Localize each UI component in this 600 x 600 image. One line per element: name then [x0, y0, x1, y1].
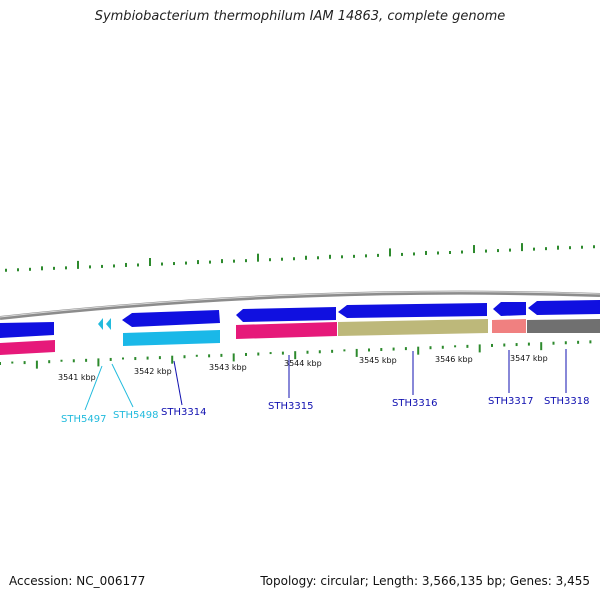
gene-sth3316-cds[interactable] — [338, 319, 488, 336]
gene-labels: STH5497 STH5498 STH3314 STH3315 STH3316 … — [61, 396, 589, 425]
leader-sth3314 — [173, 360, 183, 406]
gene-label-sth5498[interactable]: STH5498 — [113, 410, 158, 421]
gene-sth3316-forward[interactable] — [338, 303, 487, 318]
gc-content-track — [5, 243, 595, 272]
gene-sth3314-forward[interactable] — [122, 310, 220, 327]
gene-label-sth3318[interactable]: STH3318 — [544, 396, 589, 407]
scale-label: 3544 kbp — [284, 359, 322, 368]
scale-label: 3546 kbp — [435, 355, 473, 364]
gene-sth3315-cds[interactable] — [236, 322, 337, 339]
scale-label: 3541 kbp — [58, 373, 96, 382]
leader-sth5497 — [84, 365, 103, 411]
gene-sth3314-cds[interactable] — [123, 330, 220, 346]
gene-sth3315-forward[interactable] — [236, 307, 336, 322]
accession-label: Accession: NC_006177 — [9, 574, 146, 588]
gene-leader-lines — [84, 349, 567, 411]
gene-label-sth3315[interactable]: STH3315 — [268, 401, 313, 412]
gene-sth3318-cds[interactable] — [527, 319, 600, 333]
gene-label-sth3317[interactable]: STH3317 — [488, 396, 533, 407]
gene-label-sth3316[interactable]: STH3316 — [392, 398, 437, 409]
rna-gene-sth5498[interactable] — [106, 318, 111, 330]
scale-labels: 3541 kbp 3542 kbp 3543 kbp 3544 kbp 3545… — [58, 354, 548, 382]
genome-backbone — [0, 290, 600, 320]
genome-summary: Topology: circular; Length: 3,566,135 bp… — [260, 574, 590, 588]
genome-backbone-highlight — [0, 291, 600, 318]
leader-sth5498 — [111, 363, 134, 408]
scale-label: 3547 kbp — [510, 354, 548, 363]
inner-gc-track — [0, 340, 592, 369]
gene-sth3317-forward[interactable] — [493, 302, 526, 316]
scale-label: 3543 kbp — [209, 363, 247, 372]
reverse-gene-left[interactable] — [0, 340, 55, 355]
gene-label-sth3314[interactable]: STH3314 — [161, 407, 206, 418]
feature-track — [0, 300, 600, 355]
gene-label-sth5497[interactable]: STH5497 — [61, 414, 106, 425]
scale-label: 3545 kbp — [359, 356, 397, 365]
rna-gene-sth5497[interactable] — [98, 318, 103, 330]
forward-gene-left[interactable] — [0, 322, 54, 338]
genome-title: Symbiobacterium thermophilum IAM 14863, … — [94, 9, 506, 24]
gene-sth3318-forward[interactable] — [528, 300, 600, 315]
scale-label: 3542 kbp — [134, 367, 172, 376]
gene-sth3317-cds[interactable] — [492, 319, 526, 333]
